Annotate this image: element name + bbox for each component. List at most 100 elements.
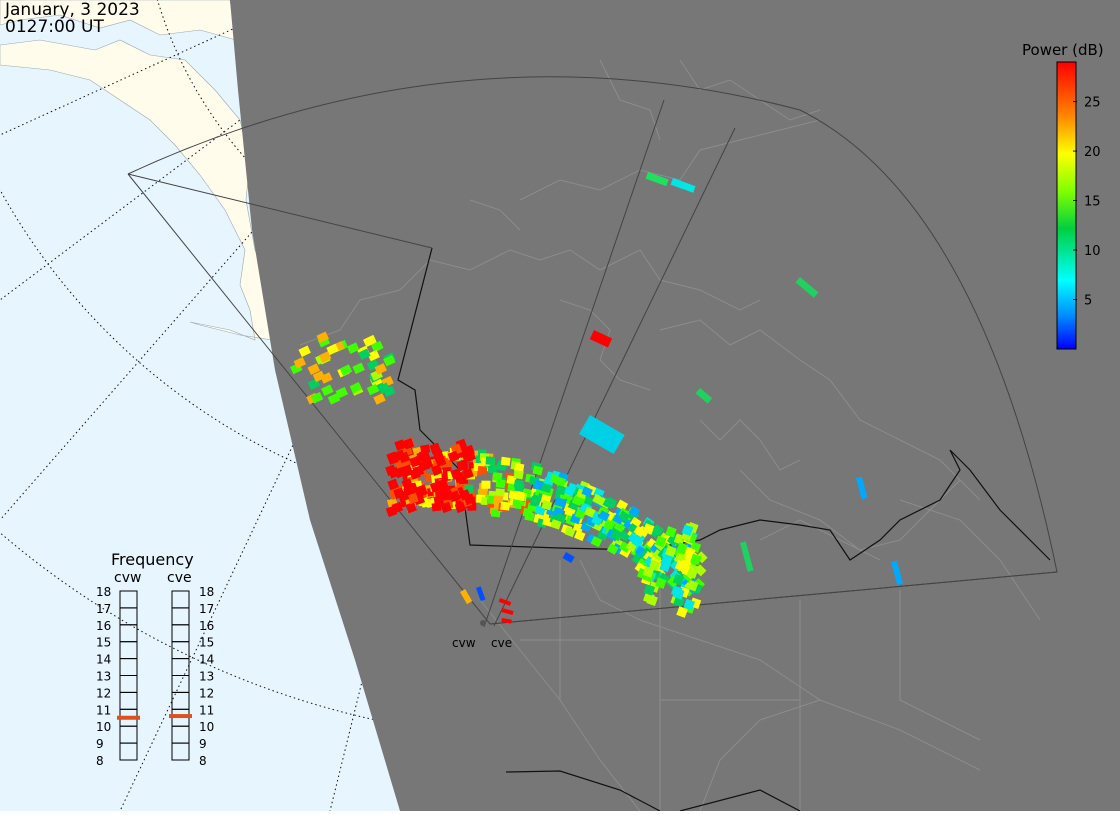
echo-cell xyxy=(500,501,511,511)
echo-cell xyxy=(533,480,545,491)
echo-cell xyxy=(440,501,452,514)
frequency-marker-cvw xyxy=(117,715,140,720)
echo-cell xyxy=(625,540,638,553)
echo-cell xyxy=(401,465,414,478)
echo-cell xyxy=(670,178,696,193)
echo-cell xyxy=(312,370,326,383)
echo-cell xyxy=(393,449,406,462)
echo-cell xyxy=(695,551,708,564)
echo-cell xyxy=(460,589,473,605)
colorbar-tick-label: 15 xyxy=(1084,195,1101,210)
echo-cell xyxy=(686,567,699,579)
echo-cell xyxy=(514,491,526,502)
echo-cell xyxy=(459,489,471,501)
echo-cell xyxy=(293,357,307,369)
echo-cell xyxy=(629,516,642,529)
echo-cell xyxy=(589,330,613,348)
frequency-marker-cve xyxy=(169,714,192,719)
echo-cell xyxy=(321,384,334,397)
echo-cell xyxy=(645,172,669,187)
echo-cell xyxy=(358,348,371,361)
echo-cell xyxy=(318,351,332,363)
echo-cell xyxy=(418,459,431,472)
frequency-tick-label: 8 xyxy=(199,754,207,768)
echo-cell xyxy=(349,381,363,394)
frequency-tick-label: 15 xyxy=(96,636,111,650)
colorbar-tick-label: 10 xyxy=(1084,244,1101,259)
frequency-cell xyxy=(119,742,138,761)
echo-cell xyxy=(856,476,868,500)
echo-cell xyxy=(633,525,646,538)
echo-cell xyxy=(618,510,630,523)
echo-cell xyxy=(610,529,623,542)
echo-cell xyxy=(352,362,365,375)
echo-cell xyxy=(500,456,511,466)
echo-cell xyxy=(584,506,596,518)
echo-cell xyxy=(437,478,449,491)
echo-cell xyxy=(487,464,498,474)
echo-cell xyxy=(579,414,625,455)
echo-cell xyxy=(335,386,349,399)
echo-cell xyxy=(409,456,421,468)
echo-cell xyxy=(447,450,460,463)
echo-cell xyxy=(555,476,567,487)
frequency-tick-label: 10 xyxy=(96,720,111,734)
frequency-cell xyxy=(171,742,190,761)
echo-cell xyxy=(366,383,380,396)
echo-cell xyxy=(307,363,321,375)
echo-cell xyxy=(690,553,702,566)
frequency-tick-label: 9 xyxy=(199,737,207,751)
colorbar-title: Power (dB) xyxy=(1022,41,1104,59)
echo-cell xyxy=(542,516,553,527)
echo-cell xyxy=(490,508,501,518)
colorbar-tick-label: 20 xyxy=(1084,145,1101,160)
echo-cell xyxy=(316,331,329,344)
echo-cell xyxy=(554,496,566,508)
colorbar-tick-label: 5 xyxy=(1084,294,1092,309)
frequency-tick-label: 18 xyxy=(96,585,111,599)
echo-cell xyxy=(648,559,661,572)
echo-cell xyxy=(664,545,677,558)
echo-cell xyxy=(613,520,626,533)
echo-cell xyxy=(618,530,631,542)
echo-cell xyxy=(501,618,512,624)
frequency-tick-label: 11 xyxy=(96,703,111,717)
echo-cell xyxy=(514,462,525,473)
echo-cell xyxy=(670,585,683,597)
echo-cell xyxy=(475,586,486,602)
echo-cell xyxy=(555,484,567,496)
echo-cell xyxy=(327,393,341,405)
echo-cell xyxy=(679,559,691,572)
frequency-panel: Frequency cvw cve 1817161514131211109818… xyxy=(96,550,214,768)
echo-cell xyxy=(415,484,428,496)
echo-cell xyxy=(541,482,552,494)
echo-cell xyxy=(462,467,474,480)
frequency-tick-label: 13 xyxy=(96,670,111,684)
echo-cell xyxy=(371,340,384,353)
fov-outlines xyxy=(127,76,1058,628)
echo-cell xyxy=(590,536,603,548)
alaska-land xyxy=(0,39,276,341)
echo-cell xyxy=(364,334,377,347)
frequency-tick-label: 12 xyxy=(96,686,111,700)
echo-cell xyxy=(401,478,414,490)
echo-cell xyxy=(373,393,386,405)
frequency-tick-label: 9 xyxy=(96,737,104,751)
colorbar-ticks: 25 20 15 10 5 xyxy=(1073,96,1101,309)
echo-cell xyxy=(407,492,419,505)
echo-cell xyxy=(498,597,512,606)
echo-cell xyxy=(795,276,819,298)
echo-cell xyxy=(581,486,593,498)
echo-cell xyxy=(485,456,496,466)
echo-cell xyxy=(642,566,655,578)
echo-cell xyxy=(522,507,533,518)
echo-cell xyxy=(574,530,586,542)
echo-cell xyxy=(657,572,670,585)
echo-cell xyxy=(367,349,380,362)
frequency-tick-label: 11 xyxy=(199,703,214,717)
echo-cell xyxy=(665,525,677,538)
colorbar-scale xyxy=(1056,61,1077,350)
